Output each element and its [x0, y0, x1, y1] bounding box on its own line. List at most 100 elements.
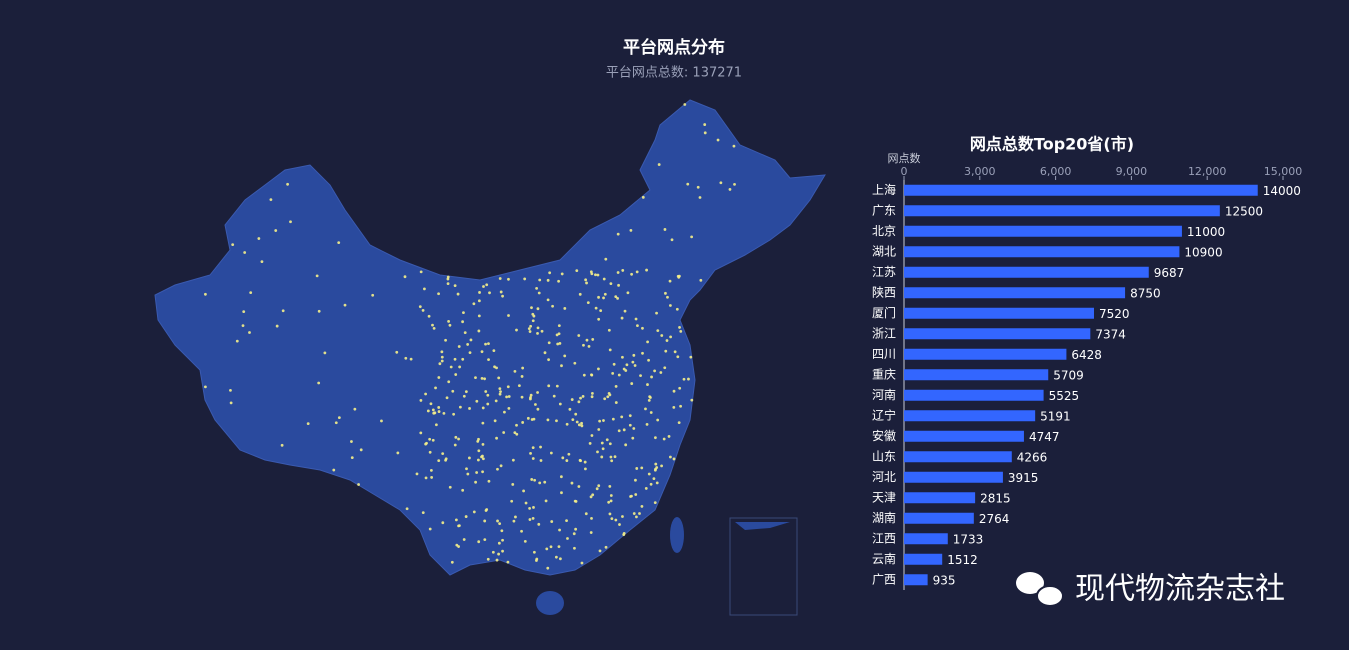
map-dot [645, 422, 649, 426]
map-dot [350, 440, 353, 443]
map-dot [631, 436, 635, 440]
bar [904, 205, 1220, 217]
map-dot [493, 419, 497, 423]
map-dot [577, 400, 581, 404]
map-dot [482, 285, 485, 288]
map-dot [604, 257, 608, 261]
map-dot [437, 459, 441, 463]
map-dot [458, 365, 462, 369]
map-dot [535, 559, 538, 562]
map-dot [498, 522, 502, 526]
map-dot [472, 510, 476, 514]
map-dot [510, 499, 514, 503]
wechat-icon [1036, 585, 1064, 607]
map-dot [441, 521, 445, 525]
map-dot [597, 367, 600, 371]
map-dot [555, 333, 559, 337]
map-dot [630, 494, 633, 498]
map-dot [589, 531, 593, 534]
map-dot [622, 428, 626, 432]
map-dot [590, 395, 594, 399]
map-dot [617, 429, 621, 433]
map-dot [672, 389, 676, 393]
map-dot [696, 185, 700, 189]
map-dot [629, 229, 633, 232]
map-dot [445, 396, 449, 400]
map-dot [620, 415, 624, 419]
map-dot [481, 421, 485, 425]
map-dot [498, 392, 502, 396]
map-dot [501, 549, 504, 553]
map-dot [594, 273, 597, 277]
map-dot [497, 376, 501, 380]
map-dot [409, 357, 413, 361]
map-dot [558, 528, 561, 532]
map-dot [597, 295, 600, 299]
map-dot [589, 495, 593, 499]
map-dot [529, 451, 532, 455]
map-dot [611, 417, 615, 421]
map-dot [547, 358, 550, 362]
map-dot [419, 431, 423, 435]
map-dot [484, 342, 487, 346]
map-dot [603, 292, 607, 296]
map-dot [641, 326, 644, 330]
map-dot [528, 330, 532, 333]
map-dot [477, 540, 481, 544]
map-dot [477, 329, 481, 333]
value-label: 3915 [1008, 471, 1039, 485]
map-dot [446, 277, 450, 281]
map-dot [371, 293, 375, 297]
map-dot [607, 500, 611, 504]
map-dot [659, 371, 663, 374]
x-tick-label: 6,000 [1040, 165, 1072, 178]
map-dot [573, 361, 577, 365]
map-dot [484, 509, 488, 512]
map-dot [601, 447, 605, 451]
map-dot [463, 331, 467, 335]
map-dot [529, 393, 533, 397]
map-dot [654, 436, 657, 440]
map-dot [673, 350, 677, 354]
map-dot [672, 457, 676, 461]
map-dot [625, 363, 629, 367]
map-dot [451, 389, 455, 393]
map-dot [431, 408, 435, 412]
map-dot [620, 316, 624, 320]
map-dot [574, 412, 578, 416]
bar [904, 246, 1180, 258]
map-dot [634, 478, 637, 482]
map-dot [501, 294, 504, 298]
map-dot [669, 335, 673, 339]
map-dot [528, 518, 532, 521]
map-dot [418, 305, 422, 309]
map-dot [452, 412, 456, 416]
china-map [154, 99, 826, 616]
map-dot [579, 396, 582, 400]
map-dot [491, 550, 495, 554]
map-dot [317, 381, 321, 385]
map-dot [289, 220, 292, 224]
map-dot [608, 484, 612, 488]
inset-shape [735, 522, 790, 530]
map-dot [728, 188, 732, 191]
map-dot [690, 398, 694, 402]
map-dot [602, 419, 605, 422]
y-tick-label: 陕西 [872, 284, 896, 299]
map-dot [421, 511, 425, 515]
map-dot [429, 402, 433, 406]
map-dot [632, 512, 636, 515]
map-dot [380, 419, 383, 423]
map-dot [600, 455, 604, 459]
map-dot [616, 232, 620, 236]
map-dot [536, 331, 539, 335]
map-dot [668, 279, 672, 283]
map-dot [699, 278, 703, 282]
map-dot [481, 406, 485, 410]
map-dot [678, 386, 682, 390]
main-title: 平台网点分布 [623, 37, 725, 58]
map-dot [547, 341, 551, 345]
map-dot [432, 411, 436, 415]
x-tick-label: 15,000 [1264, 165, 1303, 178]
